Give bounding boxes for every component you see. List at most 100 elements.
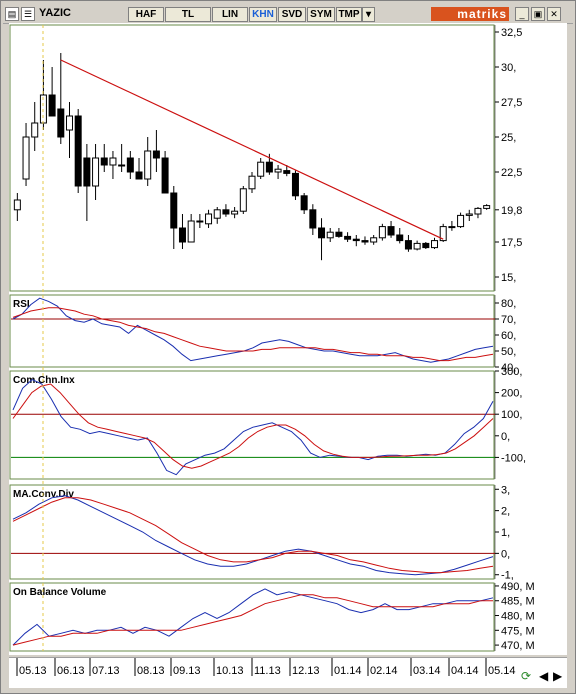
ytick-label: 0,	[501, 548, 510, 560]
candle	[352, 235, 360, 247]
panel-3: 3, 2, 1, 0, -1, MA.Conv.Div	[9, 484, 514, 582]
candle-body	[170, 192, 178, 229]
series-line-0	[12, 297, 494, 363]
candle-body	[370, 237, 378, 243]
refresh-icon[interactable]: ⟳	[521, 669, 531, 683]
ytick-label: 2,	[501, 506, 510, 518]
brand-logo: matriks	[431, 7, 509, 21]
symbol-label[interactable]: YAZIC	[39, 7, 71, 19]
candle-body	[431, 240, 439, 249]
candle	[31, 102, 39, 151]
close-icon[interactable]: ✕	[547, 7, 561, 21]
ytick-label: 50,	[501, 346, 516, 358]
panel-title: RSI	[13, 299, 30, 310]
candle-body	[31, 122, 39, 138]
candle-body	[396, 234, 404, 242]
candle-body	[387, 226, 395, 236]
ytick-label: 40,	[501, 362, 516, 374]
candle-body	[161, 157, 169, 194]
chart-area: 32,5 30, 27,5 25, 22,5 19,8 17,5 15, 80, 70, 60, 50…	[9, 23, 567, 655]
xtick-label: 06.13	[57, 665, 85, 677]
candle	[248, 172, 256, 193]
candle-body	[326, 231, 334, 239]
candle	[335, 228, 343, 238]
candle-body	[291, 172, 299, 197]
candle	[274, 165, 282, 179]
candle-body	[265, 161, 273, 173]
candle	[222, 204, 230, 217]
candle	[474, 207, 482, 219]
ytick-label: 32,5	[501, 27, 522, 39]
candle-body	[65, 115, 73, 131]
ytick-label: 0,	[501, 431, 510, 443]
tab-sym[interactable]: SYM	[307, 7, 335, 22]
series-line-1	[12, 383, 494, 469]
candle	[457, 212, 465, 228]
xtick-label: 07.13	[92, 665, 120, 677]
panel-frame	[9, 582, 495, 652]
candle-body	[352, 238, 360, 242]
tab-lin[interactable]: LIN	[212, 7, 248, 22]
tab-tmp[interactable]: TMP	[336, 7, 362, 22]
tab-khn[interactable]: KHN	[249, 7, 277, 22]
candle	[257, 158, 265, 179]
time-axis: 05.13 06.13 07.13 08.13 09.13 10.13 11.13 12.13…	[9, 657, 567, 688]
panel-frame	[9, 24, 495, 292]
candle-body	[274, 168, 282, 173]
minimize-icon[interactable]: _	[515, 7, 529, 21]
candle	[187, 214, 195, 243]
candle	[48, 67, 56, 117]
panel-title: Com.Chn.Inx	[13, 375, 75, 386]
ytick-label: 80,	[501, 298, 516, 310]
xtick-label: 01.14	[334, 665, 362, 677]
ytick-label: 200,	[501, 388, 522, 400]
xtick-label: 12.13	[292, 665, 320, 677]
xtick-label: 05.13	[19, 665, 47, 677]
candle-body	[422, 242, 430, 249]
chart-canvas[interactable]: 32,5 30, 27,5 25, 22,5 19,8 17,5 15, 80, 70, 60, 50…	[9, 23, 567, 655]
candle	[291, 170, 299, 200]
candle-body	[361, 240, 369, 243]
candle	[152, 130, 160, 172]
ytick-label: 19,8	[501, 205, 522, 217]
series-line-1	[12, 497, 494, 574]
ytick-label: 490, M	[501, 581, 535, 593]
candle-body	[213, 209, 221, 219]
candle-body	[439, 226, 447, 242]
scroll-right-icon[interactable]: ▶	[553, 669, 563, 683]
scroll-left-icon[interactable]: ◀	[539, 669, 549, 683]
dropdown-arrow-icon[interactable]: ▾	[362, 7, 375, 22]
tab-svd[interactable]: SVD	[278, 7, 306, 22]
ytick-label: 15,	[501, 272, 516, 284]
candle	[144, 137, 152, 186]
tab-haf[interactable]: HAF	[128, 7, 164, 22]
candle	[213, 207, 221, 224]
candle-body	[196, 220, 204, 223]
candle	[135, 158, 143, 180]
candle-body	[300, 195, 308, 211]
panel-0: 32,5 30, 27,5 25, 22,5 19,8 17,5 15,	[9, 24, 522, 292]
candle-body	[283, 170, 291, 174]
candle-body	[335, 231, 343, 237]
candle-body	[187, 220, 195, 243]
menu-icon[interactable]: ▤	[5, 7, 19, 21]
candle-body	[404, 240, 412, 250]
symbol-menu-icon[interactable]: ☰	[21, 7, 35, 21]
restore-icon[interactable]: ▣	[531, 7, 545, 21]
candle	[92, 144, 100, 200]
candle	[465, 209, 473, 221]
series-line-0	[12, 588, 494, 646]
candle	[109, 151, 117, 179]
candle	[413, 240, 421, 251]
tab-tl[interactable]: TL	[165, 7, 211, 22]
candle	[57, 53, 65, 144]
candle-body	[318, 227, 326, 239]
xtick-label: 05.14	[488, 665, 516, 677]
ytick-label: 470, M	[501, 640, 535, 652]
ytick-label: 300,	[501, 366, 522, 378]
xtick-label: 09.13	[173, 665, 201, 677]
xtick-label: 03.14	[413, 665, 441, 677]
panel-2: 300, 200, 100, 0, -100, Com.Chn.Inx	[9, 366, 526, 480]
candle	[404, 235, 412, 252]
series-line-1	[12, 307, 494, 362]
